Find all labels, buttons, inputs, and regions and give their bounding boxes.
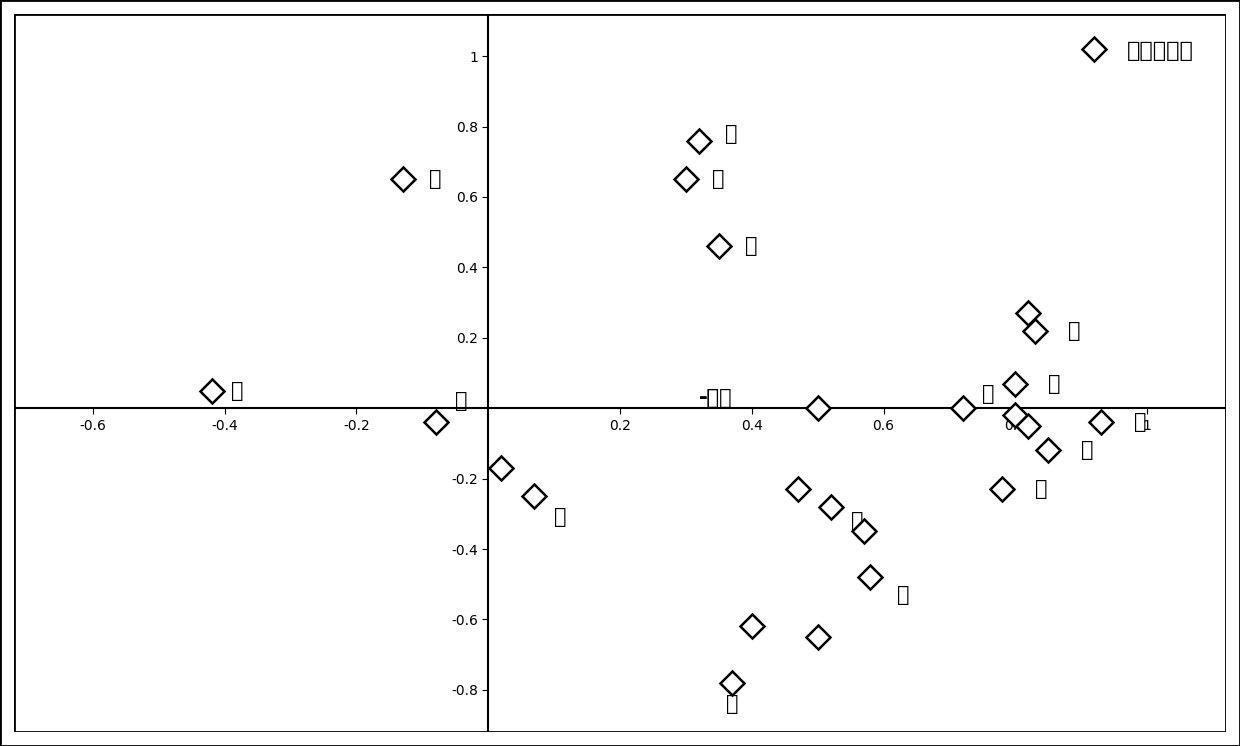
Text: 硬: 硬 — [232, 380, 244, 401]
Text: 钐: 钐 — [1081, 440, 1094, 460]
Text: 镁: 镁 — [725, 124, 738, 143]
Text: 锶: 锶 — [982, 384, 994, 404]
Text: -镁水: -镁水 — [699, 388, 733, 407]
Text: 硯: 硯 — [897, 585, 909, 605]
Text: 钒: 钒 — [554, 507, 567, 527]
Text: 锄: 锄 — [1133, 413, 1146, 432]
Text: 馒: 馒 — [745, 236, 758, 257]
Text: 磷: 磷 — [1068, 321, 1080, 341]
Text: 铝: 铝 — [725, 694, 738, 714]
Text: 铜: 铜 — [1048, 374, 1060, 394]
Text: 钑: 钑 — [1035, 479, 1048, 499]
Text: -镍: -镍 — [699, 388, 720, 407]
Text: 镟: 镟 — [851, 511, 863, 531]
Legend: 因子载荷値: 因子载荷値 — [1063, 32, 1203, 70]
Text: 钓: 钓 — [429, 169, 441, 189]
Text: 钇: 钇 — [712, 169, 724, 189]
Text: 稷: 稷 — [455, 391, 467, 411]
